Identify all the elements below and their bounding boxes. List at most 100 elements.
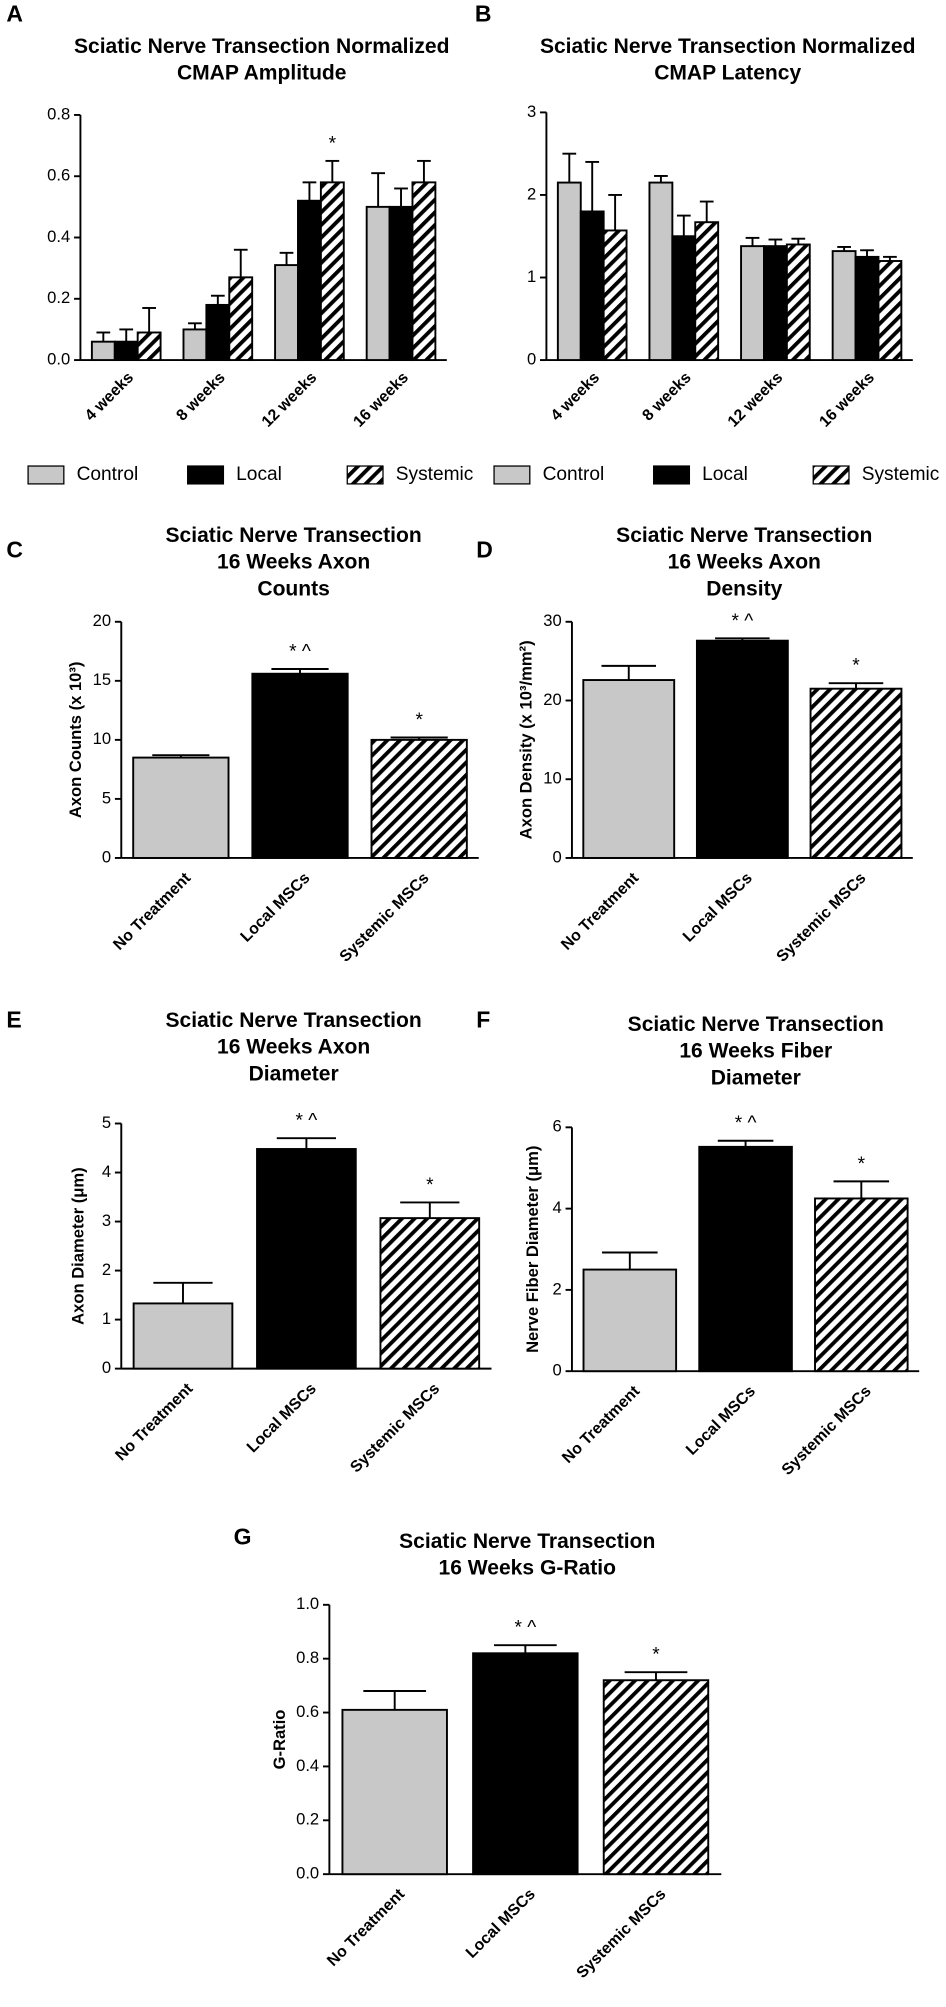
- bar: [205, 303, 231, 362]
- bar: [579, 210, 605, 362]
- y-tick-label: 0.6: [296, 1702, 319, 1721]
- chart-title: Sciatic Nerve Transection Normalized: [74, 35, 449, 58]
- bar: [297, 199, 322, 362]
- y-tick-label: 4: [552, 1198, 561, 1217]
- y-tick-label: 20: [543, 690, 561, 709]
- legend-swatch: [27, 465, 65, 485]
- y-tick-label: 0: [527, 349, 536, 368]
- y-tick-label: 3: [102, 1211, 111, 1230]
- chart-title: Diameter: [711, 1066, 801, 1089]
- bar: [90, 340, 116, 362]
- bar: [319, 181, 345, 362]
- y-axis-label: G-Ratio: [270, 1710, 289, 1770]
- y-tick-label: 30: [543, 611, 561, 630]
- chart-title: Sciatic Nerve Transection: [616, 524, 872, 547]
- legend-swatch: [493, 465, 531, 485]
- bar: [602, 229, 628, 362]
- y-tick-label: 0.6: [47, 166, 70, 185]
- significance-label: *: [329, 133, 337, 154]
- chart-title: 16 Weeks G-Ratio: [439, 1557, 617, 1580]
- y-tick-label: 5: [102, 1113, 111, 1132]
- y-axis-label: Nerve Fiber Diameter (μm): [523, 1146, 542, 1353]
- panel-letter: E: [6, 1006, 21, 1032]
- y-tick-label: 6: [552, 1117, 561, 1136]
- y-tick-label: 0.2: [47, 288, 70, 307]
- bar: [341, 1708, 448, 1876]
- y-tick-label: 0.4: [47, 227, 70, 246]
- y-tick-label: 2: [527, 184, 536, 203]
- bar: [365, 205, 391, 362]
- chart-title: CMAP Latency: [654, 62, 801, 85]
- y-axis-label: Axon Density (x 10³/mm²): [517, 640, 536, 839]
- significance-label: * ^: [732, 611, 754, 632]
- bar: [256, 1148, 357, 1370]
- bar: [132, 1302, 234, 1370]
- y-tick-label: 15: [93, 670, 111, 689]
- y-tick-label: 1: [527, 267, 536, 286]
- y-tick-label: 0: [552, 1361, 561, 1380]
- y-tick-label: 0.8: [296, 1648, 319, 1667]
- bar: [671, 235, 697, 362]
- chart-title: Sciatic Nerve Transection: [166, 1009, 422, 1032]
- bar: [740, 245, 765, 362]
- y-tick-label: 10: [543, 769, 561, 788]
- legend-label: Local: [236, 464, 282, 485]
- chart-title: Sciatic Nerve Transection: [628, 1013, 884, 1036]
- legend-label: Control: [543, 464, 605, 485]
- chart-title: 16 Weeks Axon: [668, 551, 821, 574]
- chart-title: Sciatic Nerve Transection: [399, 1530, 655, 1553]
- panel-letter: G: [234, 1523, 252, 1549]
- chart-title: CMAP Amplitude: [177, 62, 347, 85]
- bar: [831, 250, 857, 362]
- y-tick-label: 20: [93, 611, 111, 630]
- bar: [698, 1145, 793, 1373]
- panel-letter: D: [476, 537, 493, 563]
- significance-label: * ^: [514, 1618, 536, 1639]
- bar: [182, 328, 208, 362]
- legend-swatch: [653, 465, 691, 485]
- y-tick-label: 0: [102, 1358, 111, 1377]
- y-tick-label: 0.0: [47, 349, 70, 368]
- significance-label: *: [415, 710, 423, 731]
- bar: [388, 205, 414, 362]
- bar: [228, 276, 254, 362]
- y-axis-label: Axon Counts (x 10³): [66, 662, 85, 819]
- bar: [854, 255, 880, 362]
- y-tick-label: 1.0: [296, 1594, 319, 1613]
- chart-title: Sciatic Nerve Transection Normalized: [540, 35, 915, 58]
- y-tick-label: 0: [552, 847, 561, 866]
- bar: [136, 331, 162, 362]
- panel-letter: C: [6, 537, 23, 563]
- bar: [582, 1268, 678, 1373]
- bar: [695, 639, 789, 859]
- bar: [251, 672, 349, 859]
- significance-label: *: [858, 1154, 866, 1175]
- y-tick-label: 2: [102, 1260, 111, 1279]
- panel-letter: F: [476, 1006, 490, 1032]
- chart-title: Diameter: [249, 1063, 339, 1086]
- bar: [113, 340, 139, 362]
- significance-label: *: [426, 1175, 434, 1196]
- significance-label: * ^: [289, 641, 311, 662]
- y-axis-label: Axon Diameter (μm): [69, 1167, 88, 1325]
- panel-letter: A: [6, 0, 23, 26]
- y-tick-label: 1: [102, 1309, 111, 1328]
- legend-label: Local: [702, 464, 748, 485]
- bar: [602, 1679, 710, 1876]
- y-tick-label: 0.8: [47, 104, 70, 123]
- y-tick-label: 0.2: [296, 1810, 319, 1829]
- bar: [556, 181, 582, 362]
- y-tick-label: 3: [527, 102, 536, 121]
- y-tick-label: 0: [102, 847, 111, 866]
- significance-label: *: [852, 656, 860, 677]
- bar: [809, 687, 903, 859]
- y-tick-label: 2: [552, 1279, 561, 1298]
- chart-title: 16 Weeks Axon: [217, 1036, 370, 1059]
- chart-title: Counts: [257, 577, 329, 600]
- bar: [814, 1197, 909, 1373]
- y-tick-label: 4: [102, 1162, 111, 1181]
- legend-swatch: [346, 465, 384, 485]
- significance-label: * ^: [735, 1113, 757, 1134]
- significance-label: * ^: [296, 1111, 318, 1132]
- chart-title: Sciatic Nerve Transection: [166, 524, 422, 547]
